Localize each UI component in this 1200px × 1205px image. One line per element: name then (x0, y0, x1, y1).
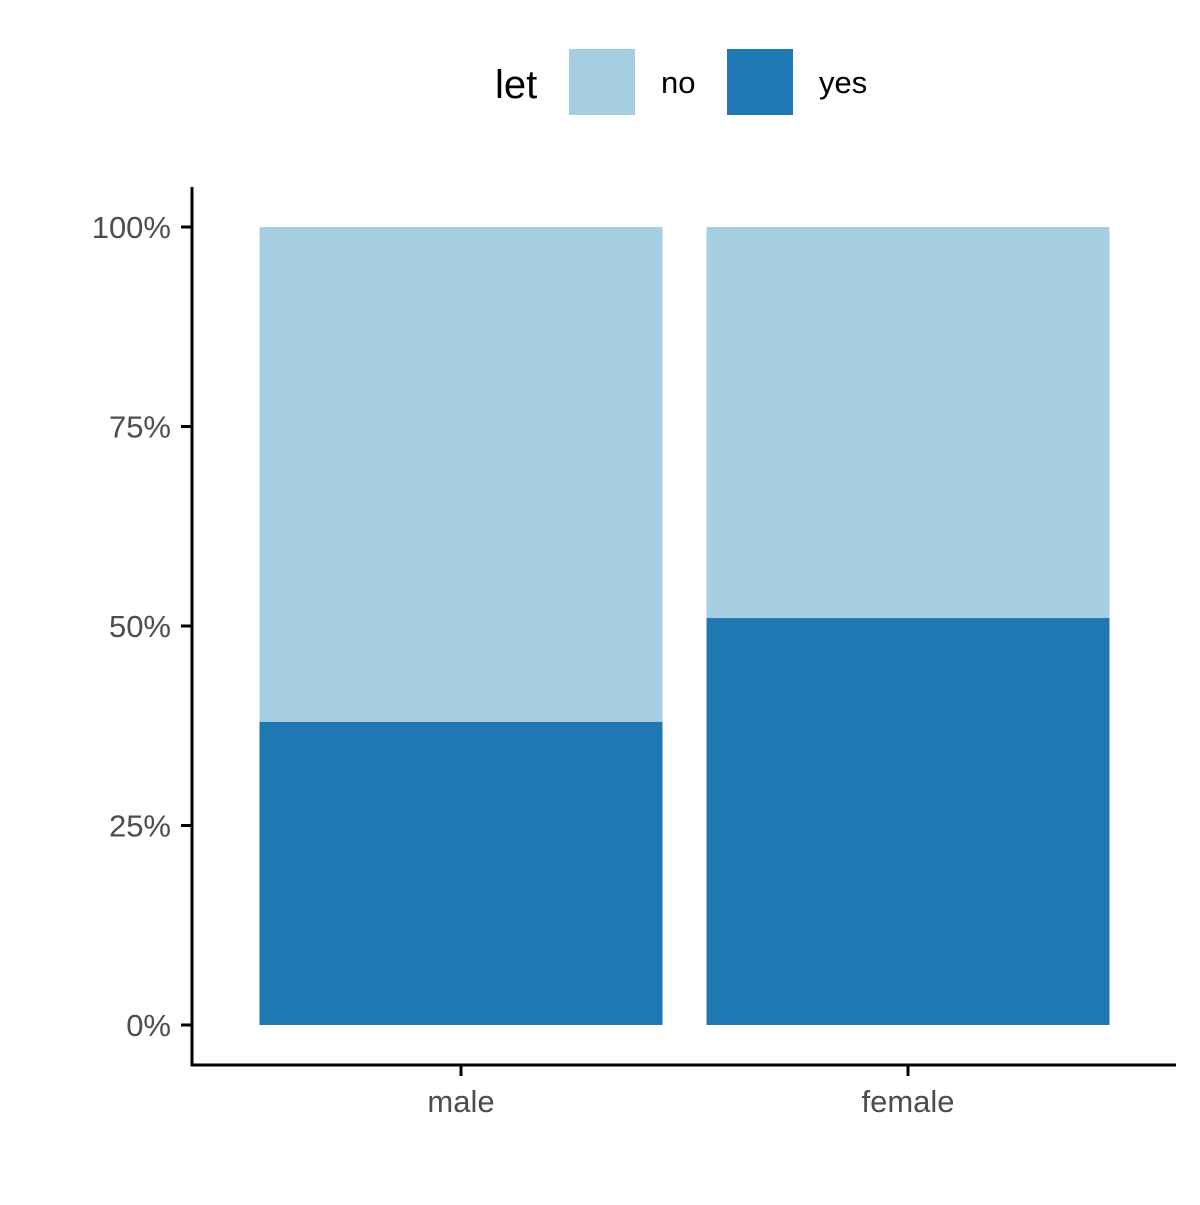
bar-female-no (706, 227, 1110, 619)
y-tick-label: 100% (92, 210, 171, 245)
bar-male-no (259, 227, 663, 722)
legend-swatch-no (569, 49, 635, 115)
bar-male-yes (259, 721, 663, 1025)
legend-label-no: no (661, 65, 695, 100)
legend-swatch-yes (727, 49, 793, 115)
bars (259, 227, 1110, 1025)
y-tick-label: 0% (126, 1008, 171, 1043)
x-tick-label: female (861, 1084, 954, 1119)
y-tick-label: 25% (109, 809, 171, 844)
legend-entries: no yes (569, 49, 867, 115)
y-tick-label: 50% (109, 609, 171, 644)
legend: let no yes (495, 49, 867, 115)
y-tick-label: 75% (109, 410, 171, 445)
axes: 0% 25% 50% 75% 100% male female (92, 187, 1176, 1119)
x-tick-label: male (427, 1084, 494, 1119)
legend-label-yes: yes (819, 65, 867, 100)
bar-female-yes (706, 618, 1110, 1025)
legend-title: let (495, 63, 537, 107)
